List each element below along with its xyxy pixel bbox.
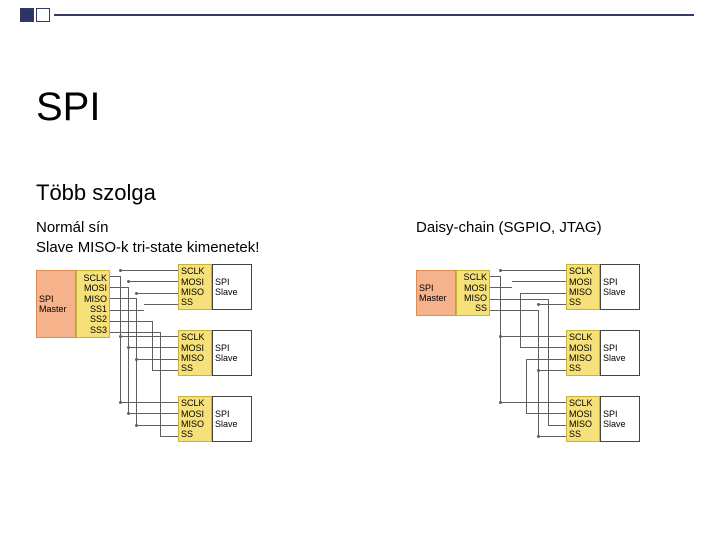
left-caption-line2: Slave MISO-k tri-state kimenetek! — [36, 239, 259, 256]
deco-square-outline — [36, 8, 50, 22]
wire — [110, 287, 128, 288]
wire — [500, 402, 566, 403]
junction-dot — [499, 335, 502, 338]
diagram-normal-bus: SPIMasterSCLKMOSIMISOSS1SS2SS3 SCLKMOSIMI… — [36, 264, 256, 446]
wire — [120, 276, 121, 402]
wire — [526, 359, 527, 414]
wire — [526, 359, 566, 360]
wire — [110, 276, 120, 277]
wire — [136, 359, 178, 360]
wire — [110, 321, 152, 322]
spi-master-pins: SCLKMOSIMISOSS1SS2SS3 — [76, 270, 110, 338]
spi-master-pins: SCLKMOSIMISOSS — [456, 270, 490, 316]
spi-slave-pins: SCLKMOSIMISOSS — [178, 396, 212, 442]
wire — [136, 298, 137, 424]
wire — [538, 370, 566, 371]
spi-master: SPIMaster — [416, 270, 456, 316]
spi-master: SPIMaster — [36, 270, 76, 338]
wire — [128, 281, 178, 282]
wire — [538, 436, 566, 437]
diagram-daisy-chain: SPIMasterSCLKMOSIMISOSSSCLKMOSIMISOSSSPI… — [416, 264, 646, 446]
spi-slave: SPISlave — [600, 396, 640, 442]
wire — [120, 270, 178, 271]
spi-slave-pins: SCLKMOSIMISOSS — [566, 330, 600, 376]
wire — [520, 347, 566, 348]
subtitle: Több szolga — [36, 180, 156, 206]
wire — [500, 270, 566, 271]
right-caption-text: Daisy-chain (SGPIO, JTAG) — [416, 219, 602, 236]
wire — [520, 293, 521, 348]
spi-slave-pins: SCLKMOSIMISOSS — [178, 330, 212, 376]
junction-dot — [537, 435, 540, 438]
junction-dot — [135, 292, 138, 295]
wire — [110, 298, 136, 299]
spi-slave: SPISlave — [600, 264, 640, 310]
junction-dot — [537, 303, 540, 306]
junction-dot — [499, 269, 502, 272]
wire — [110, 310, 144, 311]
wire — [538, 310, 539, 436]
wire — [490, 310, 538, 311]
wire — [548, 299, 549, 425]
spi-slave-pins: SCLKMOSIMISOSS — [178, 264, 212, 310]
left-caption: Normál sín Slave MISO-k tri-state kimene… — [36, 218, 259, 259]
wire — [160, 332, 161, 436]
spi-slave-pins: SCLKMOSIMISOSS — [566, 396, 600, 442]
wire — [152, 370, 178, 371]
wire — [152, 321, 153, 370]
wire — [500, 336, 566, 337]
spi-slave-pins: SCLKMOSIMISOSS — [566, 264, 600, 310]
wire — [144, 304, 178, 305]
wire — [490, 299, 548, 300]
spi-slave: SPISlave — [600, 330, 640, 376]
wire — [548, 425, 566, 426]
spi-slave: SPISlave — [212, 264, 252, 310]
wire — [136, 425, 178, 426]
wire — [538, 304, 566, 305]
right-caption: Daisy-chain (SGPIO, JTAG) — [416, 218, 602, 238]
page-title: SPI — [36, 85, 100, 130]
wire — [520, 293, 566, 294]
deco-square-filled — [20, 8, 34, 22]
wire — [136, 293, 178, 294]
spi-slave: SPISlave — [212, 396, 252, 442]
wire — [128, 287, 129, 413]
junction-dot — [127, 280, 130, 283]
junction-dot — [499, 401, 502, 404]
wire — [490, 287, 512, 288]
spi-slave: SPISlave — [212, 330, 252, 376]
left-caption-line1: Normál sín — [36, 219, 109, 236]
wire — [490, 276, 500, 277]
wire — [160, 436, 178, 437]
wire — [526, 413, 566, 414]
wire — [500, 276, 501, 402]
junction-dot — [537, 369, 540, 372]
junction-dot — [119, 269, 122, 272]
deco-line — [54, 14, 694, 16]
wire — [512, 281, 566, 282]
